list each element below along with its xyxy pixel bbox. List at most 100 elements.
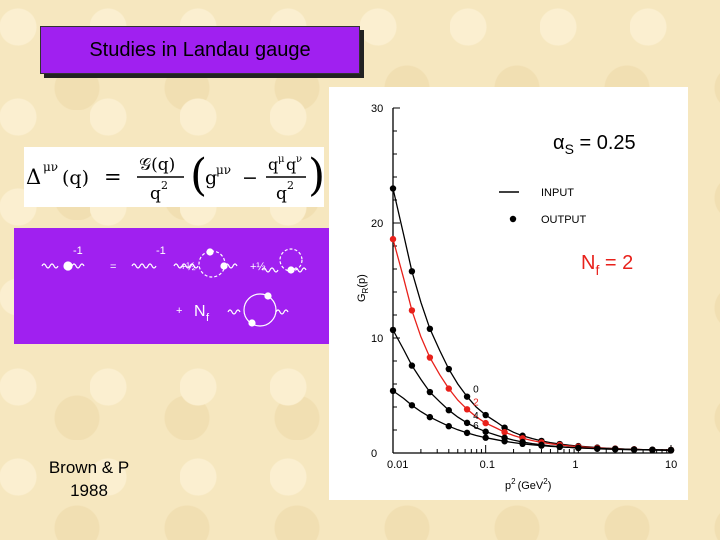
series-point-6 — [463, 429, 471, 437]
y-axis-label: GR(p) — [356, 274, 370, 302]
legend-input-label: INPUT — [541, 187, 574, 199]
series-point-2 — [445, 385, 452, 392]
diagram-loop-leg-in — [173, 263, 199, 269]
slide-title-box: Studies in Landau gauge — [40, 26, 360, 74]
series-point-4 — [445, 407, 452, 414]
series-point-4 — [463, 419, 471, 427]
diagram-nf-sub: f — [206, 312, 210, 324]
series-point-0 — [426, 325, 434, 332]
x-tick-label: 0.01 — [387, 459, 408, 471]
series-point-0 — [482, 411, 489, 419]
formula-qq-sup-2: ν — [296, 154, 302, 165]
diagram-plus-half-2: +½ — [250, 261, 266, 273]
formula-svg: Δ μν (q) = 𝒢(q) q 2 ( g μν − q μ q ν q 2… — [26, 150, 325, 204]
diagram-quark-vertex-top — [264, 292, 272, 300]
x-tick-label: 0.1 — [480, 459, 495, 471]
series-point-6 — [594, 445, 601, 452]
series-point-6 — [501, 438, 508, 445]
formula-delta-arg: (q) — [62, 167, 89, 189]
series-line-0 — [392, 188, 672, 452]
legend-output-dot — [509, 215, 517, 223]
diagram-equals: = — [110, 261, 116, 273]
plot-series-points — [389, 185, 675, 454]
series-point-6 — [630, 446, 638, 453]
series-label-6: 6 — [473, 421, 479, 432]
series-point-4 — [389, 326, 397, 334]
series-point-0 — [445, 365, 452, 373]
credit: Brown & P 1988 — [40, 456, 138, 502]
series-point-6 — [408, 402, 416, 409]
series-point-6 — [482, 434, 489, 441]
diagram-plus-half-1: +½ — [180, 261, 196, 273]
formula-close-paren: ) — [308, 150, 324, 201]
annotation-alpha: αS = 0.25 — [553, 132, 636, 157]
diagram-loop-leg-out — [224, 263, 238, 269]
diagram-plus: + — [176, 305, 182, 317]
formula-equals: = — [104, 165, 122, 189]
series-line-6 — [392, 390, 672, 451]
credit-year: 1988 — [70, 481, 108, 500]
series-point-6 — [445, 423, 452, 430]
slide-title: Studies in Landau gauge — [89, 38, 311, 61]
diagram-dressed-gluon-left — [41, 263, 59, 269]
diagram-tadpole-leg-out — [293, 267, 307, 273]
diagram-inverse-label-2: -1 — [156, 245, 166, 257]
series-label-4: 4 — [473, 411, 479, 422]
diagram-nf: N — [194, 303, 206, 320]
formula-minus: − — [242, 167, 258, 189]
y-tick-label: 0 — [371, 448, 377, 460]
y-tick-label: 10 — [371, 333, 383, 345]
plot-labels: 02 46 — [473, 385, 479, 432]
series-label-0: 0 — [473, 385, 479, 396]
feynman-diagram-svg: -1 = -1 +½ +½ + N f — [41, 245, 307, 327]
feynman-diagram-panel: -1 = -1 +½ +½ + N f — [14, 228, 330, 344]
y-tick-label: 20 — [371, 218, 383, 230]
diagram-loop-vertex-top — [206, 248, 214, 256]
series-point-6 — [612, 445, 619, 453]
plot-series-lines — [392, 188, 672, 452]
series-point-6 — [556, 443, 563, 451]
propagator-formula: Δ μν (q) = 𝒢(q) q 2 ( g μν − q μ q ν q 2… — [24, 147, 325, 207]
series-point-6 — [538, 442, 545, 449]
diagram-quark-loop — [243, 293, 277, 327]
formula-open-paren: ( — [190, 150, 207, 201]
diagram-dressed-blob — [63, 261, 73, 271]
diagram-inverse-label-1: -1 — [73, 245, 83, 257]
series-line-4 — [392, 329, 672, 451]
series-point-6 — [389, 387, 397, 395]
series-point-4 — [426, 388, 434, 396]
series-point-6 — [519, 440, 526, 447]
series-point-2 — [501, 428, 508, 436]
diagram-quark-vertex-left — [248, 319, 256, 327]
series-point-6 — [575, 444, 582, 452]
formula-delta: Δ — [26, 165, 41, 189]
series-point-0 — [463, 393, 471, 400]
formula-delta-sup: μν — [43, 160, 58, 174]
formula-g: g — [205, 167, 217, 189]
formula-den-2-sup: 2 — [287, 179, 294, 192]
formula-qq-2: q — [286, 155, 296, 174]
legend-output-label: OUTPUT — [541, 214, 587, 226]
series-point-0 — [389, 185, 397, 192]
formula-g-sup: μν — [216, 163, 231, 177]
series-point-0 — [501, 424, 508, 431]
diagram-quark-leg-in — [227, 309, 241, 315]
formula-qq-sup-1: μ — [278, 154, 285, 165]
series-point-4 — [482, 428, 489, 435]
formula-den-2: q — [276, 184, 287, 204]
series-label-2: 2 — [473, 397, 479, 408]
credit-authors: Brown & P — [48, 458, 130, 477]
series-point-0 — [408, 268, 416, 275]
formula-qq-1: q — [268, 155, 278, 174]
series-point-4 — [408, 362, 416, 369]
diagram-tadpole-vertex — [287, 266, 295, 274]
x-tick-label: 10 — [665, 459, 677, 471]
series-point-2 — [389, 235, 397, 243]
series-point-6 — [649, 446, 656, 453]
series-point-2 — [482, 419, 489, 427]
formula-g-num: 𝒢(q) — [139, 155, 175, 175]
diagram-dressed-gluon-right — [71, 263, 85, 269]
series-point-6 — [426, 413, 434, 421]
x-tick-label: 1 — [572, 459, 578, 471]
